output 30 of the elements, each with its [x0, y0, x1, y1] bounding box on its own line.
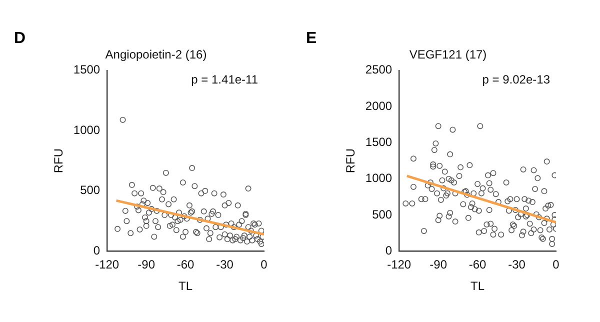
y-tick-label: 1000 [365, 171, 392, 186]
x-tick-label: 0 [260, 258, 268, 272]
y-tick-label: 0 [93, 244, 100, 258]
y-tick-label: 500 [372, 207, 392, 222]
x-tick-label: 0 [552, 258, 560, 272]
chart-title: VEGF121 (17) [409, 48, 487, 62]
y-tick-label: 0 [385, 244, 392, 258]
annotation: p = 9.02e-13 [482, 72, 550, 87]
x-tick-label: -90 [138, 258, 156, 272]
y-tick-label: 2500 [365, 62, 392, 77]
x-axis-title: TL [470, 279, 485, 294]
annotation: p = 1.41e-11 [191, 72, 258, 87]
x-tick-label: -120 [95, 258, 120, 272]
chart-title: Angiopoietin-2 (16) [105, 48, 207, 62]
x-tick-label: -30 [508, 258, 526, 272]
text: D [14, 30, 26, 48]
x-tick-label: -60 [176, 258, 195, 272]
x-tick-label: -30 [216, 258, 234, 272]
y-tick-label: 2000 [365, 98, 392, 113]
y-tick-label: 1500 [365, 135, 392, 150]
text: E [306, 30, 317, 48]
x-axis-title: TL [178, 279, 193, 294]
x-tick-label: -120 [387, 258, 412, 272]
y-axis-title: RFU [52, 148, 66, 174]
x-tick-label: -90 [430, 258, 448, 272]
y-tick-label: 500 [80, 183, 100, 198]
y-tick-label: 1000 [73, 122, 100, 137]
y-axis-title: RFU [344, 148, 358, 174]
x-tick-label: -60 [468, 258, 487, 272]
y-tick-label: 1500 [73, 62, 100, 77]
